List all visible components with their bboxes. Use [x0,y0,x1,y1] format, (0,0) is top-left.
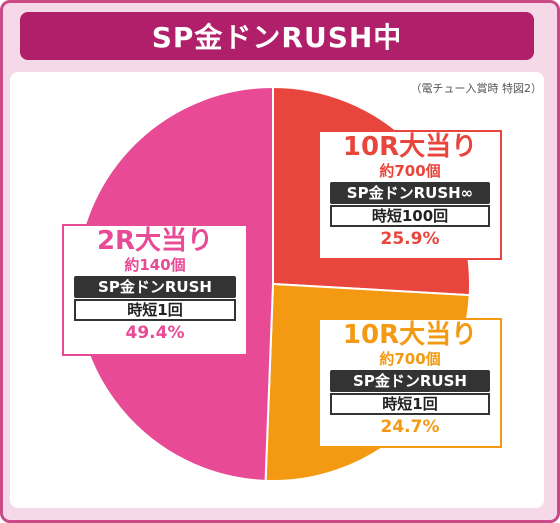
slice-mode: SP金ドンRUSH [74,276,236,298]
slice-mode: SP金ドンRUSH∞ [330,182,490,204]
slice-label-10r-rush: 10R大当り 約700個 SP金ドンRUSH 時短1回 24.7% [318,318,502,448]
slice-payout: 約700個 [379,162,441,180]
slice-payout: 約700個 [379,350,441,368]
chart-title: SP金ドンRUSH中 [20,12,534,60]
slice-percent: 49.4% [125,323,185,343]
chart-note: （電チュー入賞時 特図2） [410,82,543,95]
slice-label-2r: 2R大当り 約140個 SP金ドンRUSH 時短1回 49.4% [62,224,248,356]
slice-mode: SP金ドンRUSH [330,370,490,392]
slice-jitan: 時短100回 [330,205,490,227]
slice-title: 10R大当り [342,320,478,350]
slice-label-10r-rush-inf: 10R大当り 約700個 SP金ドンRUSH∞ 時短100回 25.9% [318,130,502,260]
slice-percent: 24.7% [380,417,440,437]
slice-title: 2R大当り [96,226,214,256]
slice-percent: 25.9% [380,229,440,249]
slice-title: 10R大当り [342,132,478,162]
slice-jitan: 時短1回 [74,299,236,321]
slice-payout: 約140個 [124,256,186,274]
slice-jitan: 時短1回 [330,393,490,415]
